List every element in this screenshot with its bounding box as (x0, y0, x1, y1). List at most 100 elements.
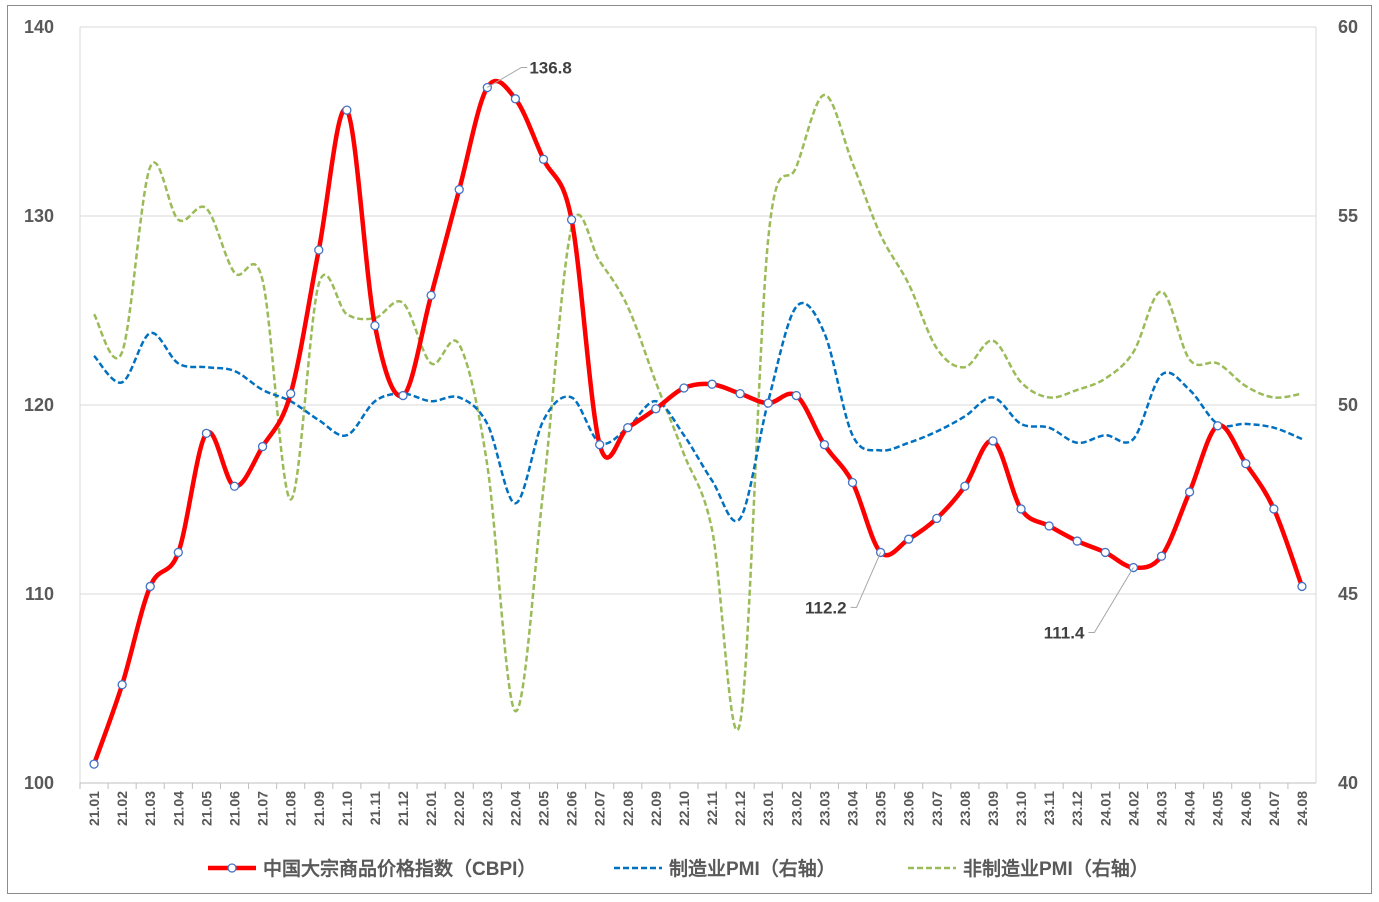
cbpi-data-point (314, 245, 324, 255)
cbpi-data-point (904, 534, 914, 544)
cbpi-data-point (960, 481, 970, 491)
x-axis-tick-label: 21.03 (142, 791, 158, 826)
cbpi-data-point (651, 404, 661, 414)
x-axis-tick-label: 22.04 (507, 791, 523, 826)
legend-label: 中国大宗商品价格指数（CBPI） (263, 857, 536, 880)
x-axis-tick-label: 23.04 (845, 791, 861, 826)
series-line-cbpi (91, 78, 1305, 765)
x-axis-tick-label: 23.09 (985, 791, 1001, 826)
cbpi-data-point (763, 398, 773, 408)
right-axis-tick-label: 60 (1338, 17, 1358, 37)
cbpi-data-point (538, 154, 549, 164)
right-axis-tick-label: 45 (1338, 584, 1358, 604)
legend-marker (227, 863, 237, 873)
x-axis-tick-label: 21.12 (395, 791, 411, 826)
x-axis-tick-label: 22.08 (620, 791, 636, 826)
x-axis-tick-label: 23.05 (873, 791, 889, 826)
x-axis-tick-label: 22.02 (451, 791, 467, 826)
cbpi-data-point (454, 184, 464, 195)
annotation-leader-line (1088, 567, 1134, 634)
data-label: 136.8 (529, 58, 572, 77)
cbpi-data-point (1100, 547, 1110, 558)
left-axis-tick-label: 100 (24, 773, 54, 793)
cbpi-data-point (1016, 504, 1026, 514)
cbpi-data-point (566, 215, 577, 225)
cbpi-data-point (932, 513, 942, 524)
annotation-leader-line (850, 552, 882, 608)
cbpi-data-point (398, 390, 408, 401)
cbpi-data-point (89, 759, 99, 769)
x-axis-tick-label: 22.06 (564, 791, 580, 826)
cbpi-data-point (1156, 551, 1167, 561)
cbpi-data-point (257, 441, 268, 452)
x-axis-tick-label: 21.11 (367, 791, 383, 825)
x-axis-tick-label: 23.11 (1041, 791, 1057, 825)
cbpi-data-point (342, 105, 352, 115)
x-axis-tick-label: 24.05 (1210, 791, 1226, 826)
x-axis-tick-label: 23.03 (816, 791, 832, 826)
x-axis-tick-label: 22.11 (704, 791, 720, 825)
cbpi-data-point (201, 428, 212, 439)
annotation-leader-line (487, 66, 528, 88)
x-axis-tick-label: 24.08 (1294, 791, 1310, 826)
x-axis-tick-label: 23.08 (957, 791, 973, 826)
x-axis-tick-label: 21.06 (227, 791, 243, 826)
cbpi-data-point (819, 440, 830, 450)
series-line-non-manufacturing-pmi (92, 93, 1303, 732)
left-axis-tick-label: 110 (25, 584, 54, 604)
data-label: 111.4 (1044, 624, 1085, 643)
cbpi-data-point (735, 389, 745, 399)
chart-frame (7, 5, 1372, 894)
x-axis-tick-label: 24.07 (1266, 791, 1282, 826)
x-axis-tick-label: 23.07 (929, 791, 945, 826)
x-axis-tick-label: 22.09 (648, 791, 664, 826)
cbpi-data-point (173, 547, 183, 558)
x-axis-tick-label: 24.06 (1238, 791, 1254, 826)
x-axis-tick-label: 24.03 (1154, 791, 1170, 826)
cbpi-data-point (623, 423, 633, 433)
x-axis-tick-label: 21.04 (170, 791, 186, 826)
x-axis-tick-label: 21.09 (311, 791, 327, 826)
x-axis-tick-label: 22.05 (536, 791, 552, 826)
x-axis-tick-label: 22.01 (423, 791, 439, 826)
cbpi-data-point (1184, 487, 1195, 497)
x-axis-tick-label: 22.10 (676, 791, 692, 826)
cbpi-data-point (707, 379, 717, 389)
right-axis-tick-label: 40 (1338, 773, 1358, 793)
cbpi-data-point (1241, 458, 1251, 469)
left-axis-tick-label: 130 (24, 206, 54, 226)
x-axis-tick-label: 22.07 (592, 791, 608, 826)
x-axis-tick-label: 21.08 (283, 791, 299, 826)
cbpi-data-point (117, 680, 127, 690)
cbpi-data-point (595, 440, 605, 450)
legend-label: 非制造业PMI（右轴） (963, 857, 1149, 880)
cbpi-data-point (1072, 536, 1082, 546)
x-axis-tick-label: 21.02 (114, 791, 130, 826)
cbpi-data-point (791, 390, 801, 401)
cbpi-data-point (229, 481, 240, 491)
x-axis-tick-label: 24.01 (1097, 791, 1113, 826)
cbpi-data-point (145, 581, 155, 592)
x-axis-tick-label: 22.12 (732, 791, 748, 826)
x-axis-tick-label: 24.02 (1125, 791, 1141, 826)
x-axis-tick-label: 21.07 (255, 791, 271, 826)
cbpi-data-point (679, 383, 689, 393)
x-axis-tick-label: 23.01 (760, 791, 776, 826)
x-axis-tick-label: 23.02 (788, 791, 804, 826)
x-axis-tick-label: 23.06 (901, 791, 917, 826)
cbpi-data-point (1297, 581, 1307, 592)
cbpi-data-point (1044, 521, 1054, 531)
cbpi-data-point (370, 320, 380, 331)
x-axis-tick-label: 22.03 (479, 791, 495, 826)
x-axis-tick-label: 23.10 (1013, 791, 1029, 826)
cbpi-data-point (1269, 504, 1279, 514)
data-label: 112.2 (805, 598, 847, 617)
x-axis-tick-label: 23.12 (1069, 791, 1085, 826)
legend-label: 制造业PMI（右轴） (669, 857, 836, 880)
x-axis-tick-label: 21.01 (86, 791, 102, 826)
left-axis-tick-label: 120 (24, 395, 54, 415)
x-axis-tick-label: 24.04 (1182, 791, 1198, 826)
x-axis-tick-label: 21.05 (198, 791, 214, 826)
series-line-manufacturing-pmi (93, 301, 1303, 523)
